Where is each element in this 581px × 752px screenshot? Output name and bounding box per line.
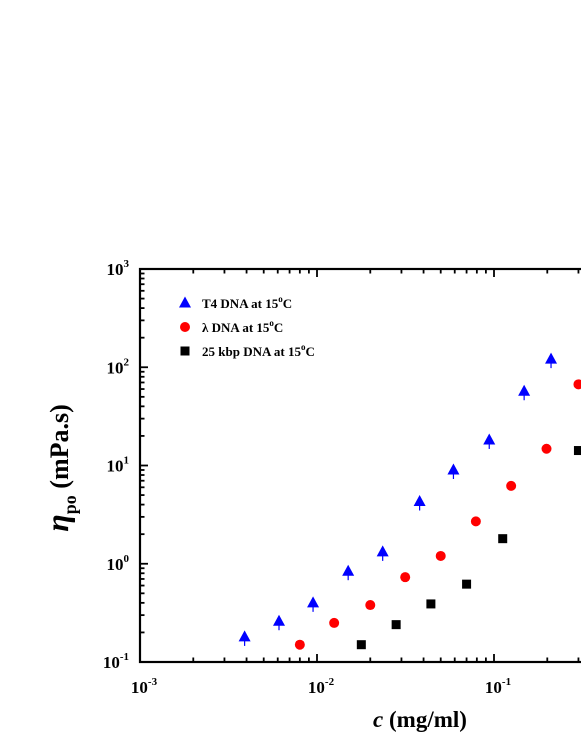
data-point-triangle bbox=[238, 630, 251, 642]
series-triangle bbox=[238, 352, 558, 646]
data-point-square bbox=[426, 599, 436, 609]
y-tick-label: 10-1 bbox=[103, 651, 129, 672]
data-point-circle bbox=[470, 516, 481, 527]
data-point-triangle bbox=[447, 463, 460, 475]
data-point-triangle bbox=[307, 596, 320, 608]
x-axis-symbol: c bbox=[373, 707, 383, 732]
legend-marker-triangle bbox=[179, 296, 191, 308]
y-axis-title: ηpo (mPa.s) bbox=[39, 404, 80, 532]
data-point-circle bbox=[435, 550, 446, 561]
data-point-square bbox=[462, 579, 472, 589]
data-point-square bbox=[391, 620, 401, 630]
y-axis-subscript: po bbox=[60, 495, 80, 514]
x-axis-unit: (mg/ml) bbox=[383, 707, 467, 732]
legend-label: T4 DNA at 15oC bbox=[202, 294, 292, 311]
x-axis-title: c (mg/ml) bbox=[373, 707, 467, 732]
data-point-circle bbox=[329, 617, 340, 628]
data-point-square bbox=[573, 446, 581, 456]
data-point-circle bbox=[506, 480, 517, 491]
axis-ticks bbox=[139, 268, 580, 663]
legend: T4 DNA at 15oC λ DNA at 15oC 25 kbp DNA at… bbox=[179, 294, 315, 359]
series-square bbox=[356, 446, 581, 650]
data-point-triangle bbox=[376, 545, 389, 557]
data-point-square bbox=[356, 640, 366, 650]
legend-label: 25 kbp DNA at 15oC bbox=[202, 342, 315, 359]
legend-marker-circle bbox=[180, 322, 190, 332]
data-point-triangle bbox=[483, 433, 496, 445]
y-tick-label: 100 bbox=[107, 553, 130, 574]
data-point-circle bbox=[365, 600, 376, 611]
x-tick-label: 10-1 bbox=[485, 676, 511, 697]
y-axis-unit: (mPa.s) bbox=[45, 404, 74, 495]
data-point-triangle bbox=[342, 564, 355, 576]
y-axis-symbol: η bbox=[39, 514, 75, 532]
data-point-circle bbox=[400, 572, 411, 583]
data-point-triangle bbox=[518, 384, 531, 396]
data-point-square bbox=[498, 534, 508, 544]
y-tick-label: 103 bbox=[107, 258, 130, 279]
series-circle bbox=[294, 379, 581, 650]
data-point-triangle bbox=[413, 495, 426, 507]
data-point-circle bbox=[541, 443, 552, 454]
tick-labels: 10-3 10-2 10-1 10-1 100 101 102 103 bbox=[103, 258, 511, 697]
data-point-circle bbox=[294, 639, 305, 650]
y-tick-label: 102 bbox=[107, 356, 130, 377]
y-tick-label: 101 bbox=[107, 455, 130, 476]
data-point-triangle bbox=[273, 614, 286, 626]
data-point-circle bbox=[573, 379, 581, 390]
legend-marker-square bbox=[180, 346, 190, 356]
legend-label: λ DNA at 15oC bbox=[202, 318, 283, 335]
x-tick-label: 10-2 bbox=[308, 676, 335, 697]
x-tick-label: 10-3 bbox=[131, 676, 158, 697]
data-points bbox=[238, 352, 581, 650]
data-point-triangle bbox=[545, 352, 558, 364]
